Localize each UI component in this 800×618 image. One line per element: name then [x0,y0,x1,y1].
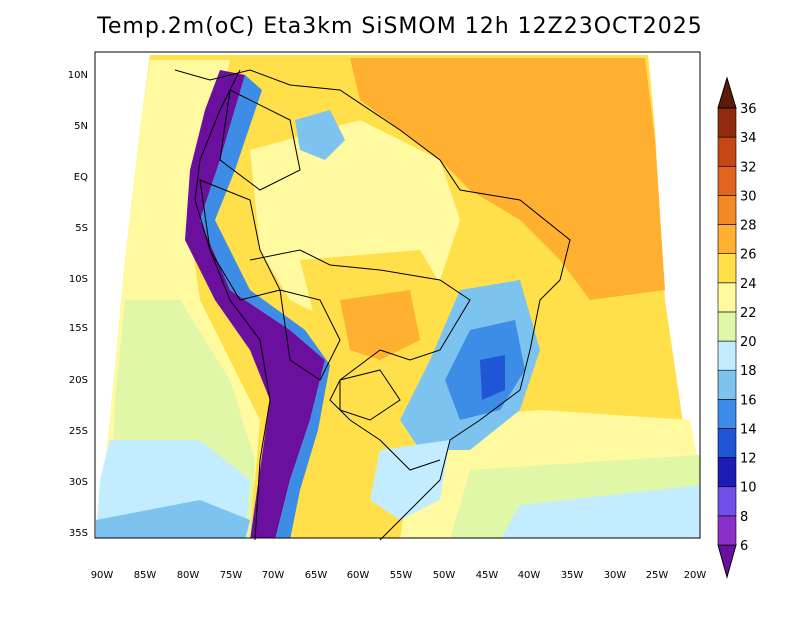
lat-label-15s: 15S [69,323,88,334]
temperature-field [96,55,700,538]
colorbar-label: 24 [740,277,757,292]
colorbar-label: 30 [740,189,757,204]
lon-label-75w: 75W [220,570,243,581]
lon-label-40w: 40W [518,570,541,581]
lat-label-35s: 35S [69,528,88,539]
lon-label-80w: 80W [177,570,200,581]
lat-label-25s: 25S [69,426,88,437]
country-borders [174,69,571,541]
colorbar-segment [717,282,737,313]
colorbar-low-triangle [717,544,737,579]
colorbar-label: 26 [740,248,757,263]
colorbar-segment [717,253,737,284]
andes-fringe [200,75,330,538]
lat-label-10n: 10N [68,70,88,81]
colorbar-segment [717,457,737,488]
colorbar-label: 22 [740,306,757,321]
colorbar-segment [717,195,737,225]
colorbar-segment [717,340,737,371]
southeast-coldest [480,355,505,400]
lon-label-90w: 90W [91,570,114,581]
colorbar-label: 20 [740,335,757,350]
brazil-border [249,249,471,471]
colorbar-segment [717,136,737,167]
colorbar-label: 10 [740,481,757,496]
colorbar-label: 34 [740,131,757,146]
colorbar-segment [717,428,737,458]
lat-label-10s: 10S [69,274,88,285]
lon-label-85w: 85W [134,570,157,581]
colorbar-segment [717,486,737,517]
lat-label-30s: 30S [69,477,88,488]
border-bolivia [279,289,341,381]
andes-range [185,70,325,538]
border-colombia [219,89,301,191]
map-frame [94,51,701,539]
colorbar-high-triangle [717,76,737,109]
longitude-axis: 90W 85W 80W 75W 70W 65W 60W 55W 50W 45W … [91,570,707,581]
colorbar-segment [717,165,737,196]
lon-label-35w: 35W [561,570,584,581]
lon-label-30w: 30W [604,570,627,581]
lon-label-55w: 55W [390,570,413,581]
coastline [174,69,571,541]
colorbar-label: 8 [740,510,748,525]
central-hot [340,290,420,360]
lat-label-eq: EQ [74,172,88,183]
lon-label-60w: 60W [347,570,370,581]
colorbar-segment [717,515,737,546]
colorbar: 6 8 10 12 14 16 18 20 22 24 26 28 30 32 34 36 [717,76,757,579]
colorbar-segment [717,399,737,429]
south-brazil-cool [370,440,450,520]
south-atlantic-coldest [500,485,700,538]
map-title: Temp.2m(oC) Eta3km SiSMOM 12h 12Z23OCT20… [97,14,703,39]
colorbar-label: 14 [740,422,757,437]
colorbar-segment [717,369,737,400]
latitude-axis: 10N 5N EQ 5S 10S 15S 20S 25S 30S 35S [68,70,88,539]
lat-label-5s: 5S [75,223,88,234]
lon-label-25w: 25W [646,570,669,581]
lat-label-5n: 5N [74,121,88,132]
lon-label-50w: 50W [433,570,456,581]
lon-label-20w: 20W [684,570,707,581]
colorbar-label: 12 [740,452,757,467]
border-peru [199,179,281,301]
pacific-coldest [96,500,250,538]
colorbar-label: 28 [740,219,757,234]
guiana-highlands [295,110,345,160]
lon-label-45w: 45W [476,570,499,581]
lat-label-20s: 20S [69,375,88,386]
colorbar-label: 36 [740,102,757,117]
lon-label-65w: 65W [305,570,328,581]
mild-atlantic-region [530,300,680,430]
colorbar-label: 16 [740,393,757,408]
colorbar-label: 18 [740,364,757,379]
warm-atlantic-region [350,58,665,300]
colorbar-segment [717,311,737,342]
colorbar-label: 6 [740,539,748,554]
colorbar-segment [717,224,737,254]
colorbar-label: 32 [740,160,757,175]
colorbar-segment [717,107,737,138]
lon-label-70w: 70W [262,570,285,581]
border-paraguay [339,369,401,421]
